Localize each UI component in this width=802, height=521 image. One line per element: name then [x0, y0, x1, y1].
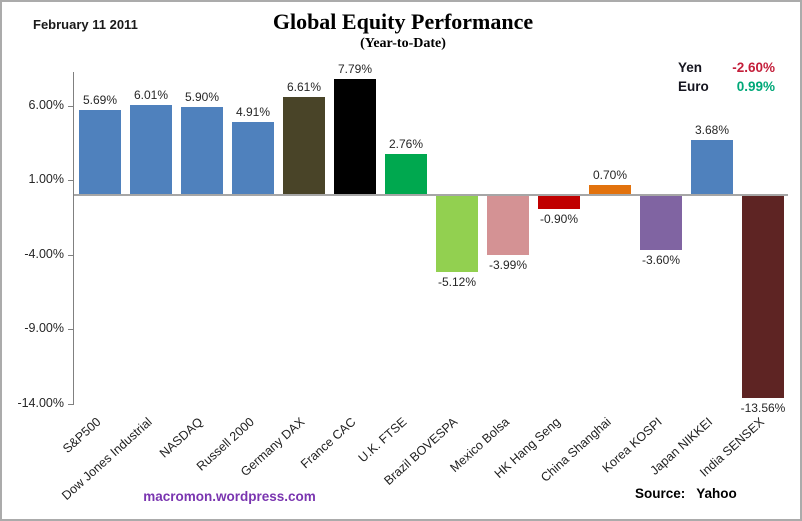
- bar-korea-kospi: [640, 196, 682, 250]
- y-tick-label: 6.00%: [28, 98, 64, 112]
- legend-row-euro: Euro 0.99%: [678, 77, 775, 96]
- y-axis-tick: [68, 180, 74, 181]
- y-axis-tick: [68, 329, 74, 330]
- chart-title: Global Equity Performance: [272, 9, 534, 34]
- legend-value-euro: 0.99%: [736, 79, 775, 94]
- y-tick-label: -14.00%: [17, 396, 64, 410]
- currency-legend: Yen -2.60% Euro 0.99%: [678, 58, 775, 96]
- bar-s-p500: [79, 110, 121, 195]
- x-axis-label-nasdaq: NASDAQ: [157, 414, 206, 461]
- x-axis-label-france-cac: France CAC: [298, 414, 359, 472]
- bar-value-label: -0.90%: [539, 212, 579, 226]
- y-tick-label: -9.00%: [24, 321, 64, 335]
- y-axis-tick: [68, 106, 74, 107]
- bar-value-label: 0.70%: [592, 168, 628, 182]
- bar-china-shanghai: [589, 185, 631, 195]
- bar-germany-dax: [283, 97, 325, 195]
- bar-value-label: 5.69%: [82, 93, 118, 107]
- bar-mexico-bolsa: [487, 196, 529, 255]
- y-axis-line: [73, 72, 74, 405]
- bar-value-label: -5.12%: [437, 275, 477, 289]
- legend-label-euro: Euro: [678, 79, 709, 94]
- source-attribution: Source: Yahoo: [635, 486, 737, 501]
- x-axis-label-s-p500: S&P500: [60, 414, 104, 456]
- bar-dow-jones-industrial: [130, 105, 172, 195]
- y-tick-label: 1.00%: [28, 172, 64, 186]
- y-axis-tick: [68, 255, 74, 256]
- x-axis-baseline: [74, 194, 788, 196]
- legend-label-yen: Yen: [678, 60, 703, 75]
- y-tick-label: -4.00%: [24, 247, 64, 261]
- site-link[interactable]: macromon.wordpress.com: [143, 489, 316, 504]
- bar-india-sensex: [742, 196, 784, 398]
- source-label: Source:: [635, 486, 686, 501]
- chart-subtitle: (Year-to-Date): [360, 36, 446, 51]
- report-date: February 11 2011: [33, 17, 138, 32]
- bar-value-label: 3.68%: [694, 123, 730, 137]
- source-value: Yahoo: [696, 486, 737, 501]
- bar-japan-nikkei: [691, 140, 733, 195]
- bar-value-label: 7.79%: [337, 62, 373, 76]
- legend-row-yen: Yen -2.60%: [678, 58, 775, 77]
- bar-brazil-bovespa: [436, 196, 478, 272]
- bar-value-label: -3.99%: [488, 258, 528, 272]
- bar-france-cac: [334, 79, 376, 195]
- bar-value-label: 2.76%: [388, 137, 424, 151]
- bar-u-k-ftse: [385, 154, 427, 195]
- bar-value-label: 6.61%: [286, 80, 322, 94]
- y-axis-tick: [68, 404, 74, 405]
- bar-value-label: -13.56%: [740, 401, 786, 415]
- bar-nasdaq: [181, 107, 223, 195]
- bar-value-label: 5.90%: [184, 90, 220, 104]
- bar-hk-hang-seng: [538, 196, 580, 209]
- bar-russell-2000: [232, 122, 274, 195]
- bar-value-label: 6.01%: [133, 88, 169, 102]
- bar-value-label: 4.91%: [235, 105, 271, 119]
- bar-value-label: -3.60%: [641, 253, 681, 267]
- legend-value-yen: -2.60%: [732, 60, 775, 75]
